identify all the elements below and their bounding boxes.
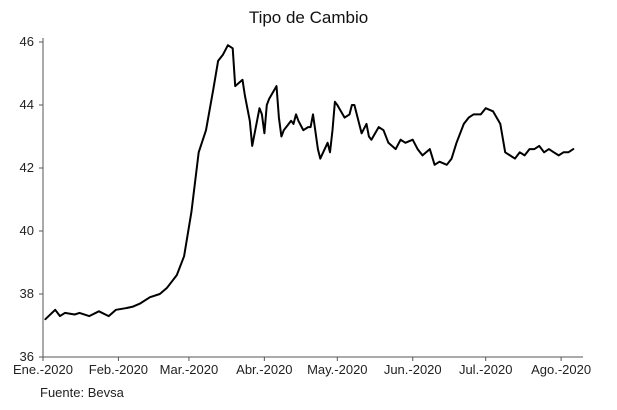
x-tick-label: May.-2020 [307, 362, 367, 377]
source-note: Fuente: Bevsa [40, 385, 124, 400]
x-tick-label: Abr.-2020 [236, 362, 292, 377]
x-tick-label: Jul.-2020 [459, 362, 512, 377]
series-layer [44, 44, 575, 321]
exchange-rate-line [44, 44, 575, 321]
x-tick-label: Feb.-2020 [89, 362, 148, 377]
x-tick-label: Jun.-2020 [384, 362, 442, 377]
y-tick-label: 40 [20, 223, 34, 238]
x-tick-label: Ago.-2020 [531, 362, 591, 377]
chart-title: Tipo de Cambio [248, 8, 369, 27]
y-tick-label: 38 [20, 286, 34, 301]
x-tick-label: Ene.-2020 [13, 362, 73, 377]
axes [39, 38, 583, 361]
y-tick-label: 42 [20, 160, 34, 175]
y-tick-label: 36 [20, 349, 34, 364]
y-tick-label: 46 [20, 34, 34, 49]
tick-labels: 36 38 40 42 44 46 Ene.-2020 Feb.-2020 Mar.-2020 A… [13, 34, 591, 377]
x-tick-label: Mar.-2020 [160, 362, 219, 377]
y-tick-label: 44 [20, 97, 34, 112]
